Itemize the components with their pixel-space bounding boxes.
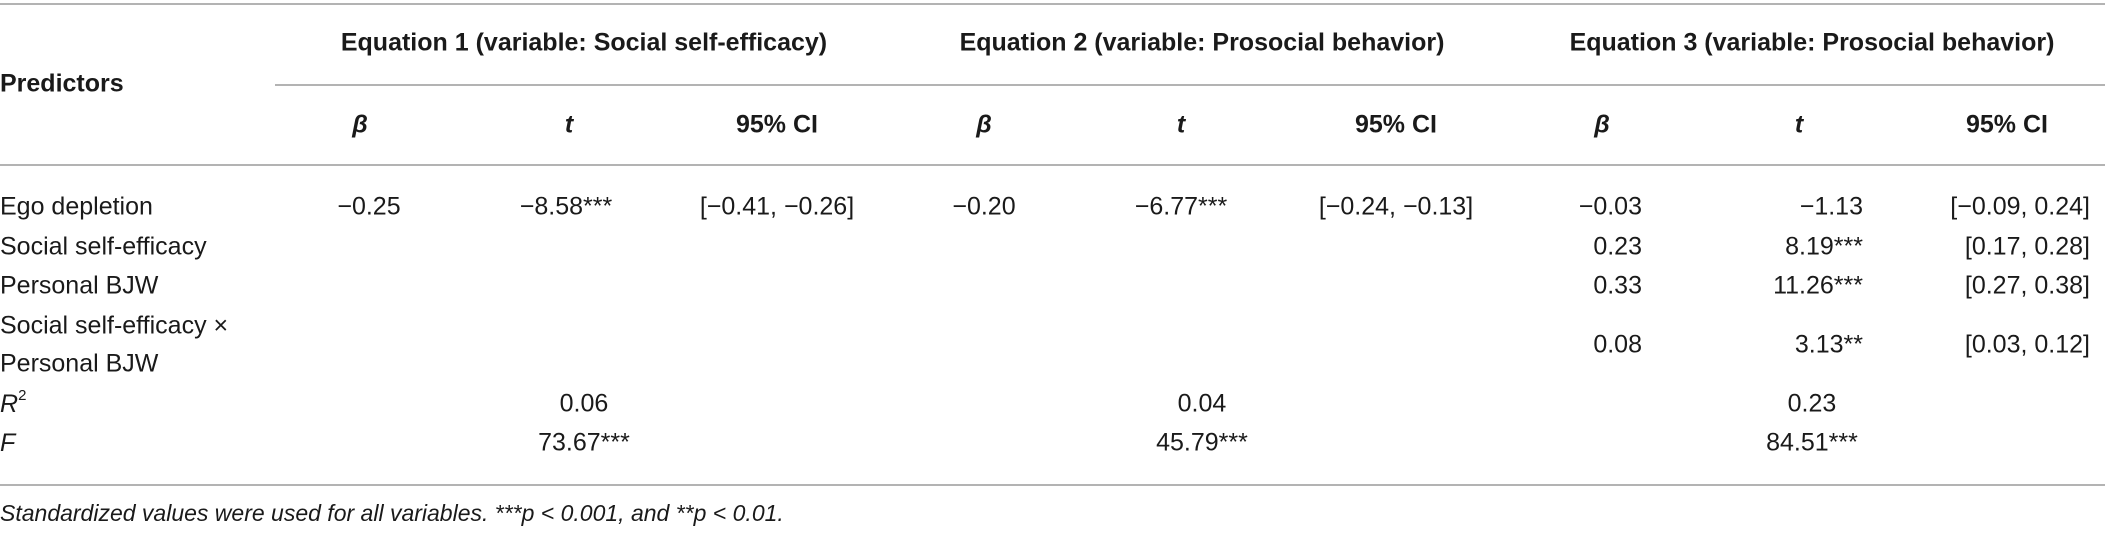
row-label: Personal BJW: [0, 350, 159, 378]
cell: −1.13: [1800, 193, 1863, 221]
cell: 45.79***: [1156, 429, 1248, 457]
cell: [−0.41, −0.26]: [700, 193, 854, 221]
cell: −0.03: [1579, 193, 1642, 221]
cell: 0.06: [560, 390, 609, 418]
row-label: Social self-efficacy: [0, 233, 207, 261]
column-header: β: [975, 111, 992, 139]
cell: −0.20: [952, 193, 1015, 221]
cell: −6.77***: [1135, 193, 1228, 221]
column-header: 95% CI: [1355, 111, 1437, 139]
group-header: Equation 2 (variable: Prosocial behavior…: [960, 29, 1445, 57]
group-header: Equation 3 (variable: Prosocial behavior…: [1570, 29, 2055, 57]
cell: 73.67***: [538, 429, 630, 457]
cell: 0.23: [1788, 390, 1837, 418]
column-header: t: [1795, 111, 1805, 139]
label-text: F: [0, 429, 17, 457]
cell: 11.26***: [1773, 272, 1863, 300]
row-label: F: [0, 429, 17, 457]
cell: −8.58***: [520, 193, 613, 221]
group-header: Equation 1 (variable: Social self-effica…: [341, 29, 827, 57]
stub-header: Predictors: [0, 70, 124, 98]
column-header: 95% CI: [736, 111, 818, 139]
cell: 0.08: [1593, 331, 1642, 359]
cell: 0.23: [1593, 233, 1642, 261]
column-header: t: [565, 111, 575, 139]
cell: 8.19***: [1785, 233, 1863, 261]
cell: [0.17, 0.28]: [1965, 233, 2090, 261]
row-label: Ego depletion: [0, 193, 153, 221]
row-label: Personal BJW: [0, 272, 159, 300]
cell: [0.03, 0.12]: [1965, 331, 2090, 359]
cell: −0.25: [337, 193, 400, 221]
cell: [−0.24, −0.13]: [1319, 193, 1473, 221]
label-text: R: [0, 390, 18, 418]
cell: [−0.09, 0.24]: [1950, 193, 2090, 221]
row-label: Social self-efficacy ×: [0, 312, 228, 340]
cell: 0.04: [1178, 390, 1227, 418]
cell: [0.27, 0.38]: [1965, 272, 2090, 300]
column-header: β: [1593, 111, 1610, 139]
cell: 84.51***: [1766, 429, 1858, 457]
footnote: Standardized values were used for all va…: [0, 500, 784, 526]
column-header: β: [351, 111, 368, 139]
column-header: 95% CI: [1966, 111, 2048, 139]
column-header: t: [1177, 111, 1187, 139]
cell: 0.33: [1593, 272, 1642, 300]
label-sup: 2: [18, 387, 26, 404]
cell: 3.13**: [1795, 331, 1863, 359]
row-label: R2: [0, 387, 26, 418]
